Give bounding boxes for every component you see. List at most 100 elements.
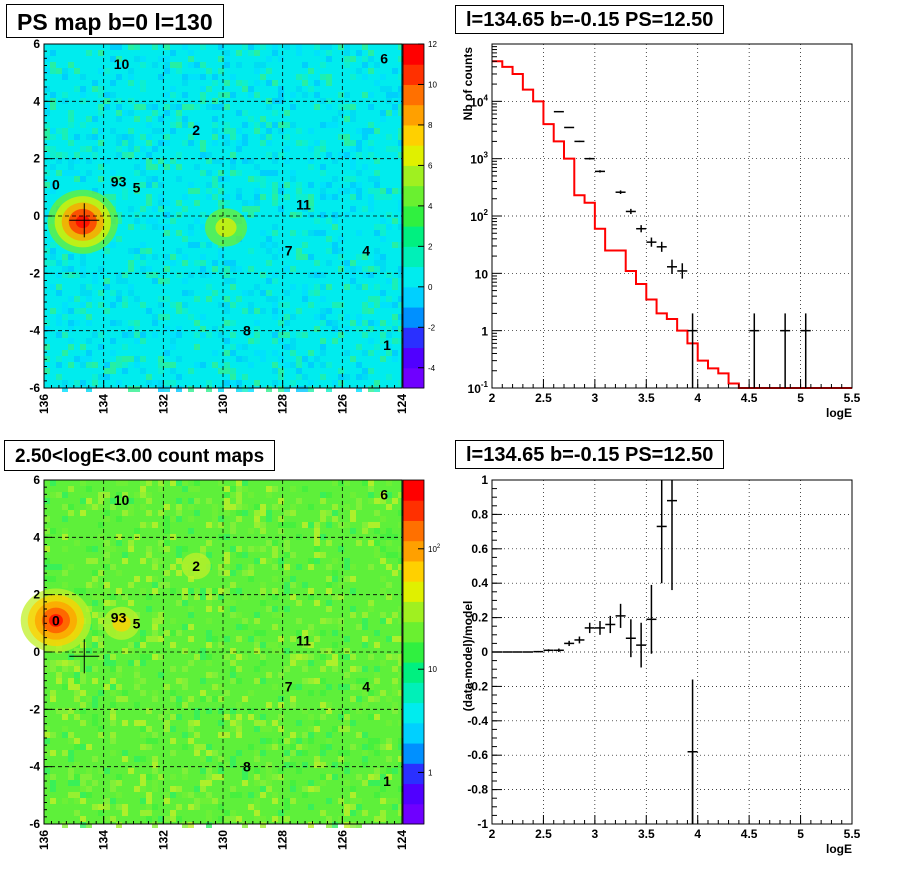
map-pixel xyxy=(104,284,110,290)
map-pixel xyxy=(374,540,380,546)
y-tick-label: 102 xyxy=(470,208,488,224)
map-pixel xyxy=(200,654,206,660)
map-pixel xyxy=(302,140,308,146)
map-pixel xyxy=(224,200,230,206)
map-pixel xyxy=(122,690,128,696)
map-pixel xyxy=(260,356,266,362)
map-pixel xyxy=(50,146,56,152)
map-pixel xyxy=(350,104,356,110)
map-pixel xyxy=(230,588,236,594)
map-pixel xyxy=(266,606,272,612)
map-pixel xyxy=(230,756,236,762)
colorbar-segment xyxy=(403,641,424,663)
source-label-4: 4 xyxy=(362,678,370,694)
residual-title: l=134.65 b=-0.15 PS=12.50 xyxy=(455,440,725,469)
map-pixel xyxy=(278,768,284,774)
map-pixel xyxy=(284,290,290,296)
map-pixel xyxy=(344,672,350,678)
map-pixel xyxy=(206,636,212,642)
colorbar-segment xyxy=(403,367,424,389)
map-pixel xyxy=(134,146,140,152)
map-pixel xyxy=(170,302,176,308)
map-pixel xyxy=(230,816,236,822)
map-pixel xyxy=(266,516,272,522)
map-pixel xyxy=(260,642,266,648)
map-pixel xyxy=(344,116,350,122)
map-pixel xyxy=(44,212,50,218)
map-pixel xyxy=(272,798,278,804)
map-pixel xyxy=(224,816,230,822)
map-pixel xyxy=(266,744,272,750)
map-pixel xyxy=(272,642,278,648)
map-pixel xyxy=(350,822,356,828)
map-pixel xyxy=(218,684,224,690)
map-pixel xyxy=(290,230,296,236)
map-pixel xyxy=(206,672,212,678)
map-pixel xyxy=(392,350,398,356)
map-pixel xyxy=(314,552,320,558)
map-pixel xyxy=(188,624,194,630)
map-pixel xyxy=(380,230,386,236)
map-pixel xyxy=(182,546,188,552)
map-pixel xyxy=(80,588,86,594)
map-pixel xyxy=(92,636,98,642)
map-pixel xyxy=(86,284,92,290)
map-pixel xyxy=(248,50,254,56)
map-pixel xyxy=(104,92,110,98)
map-pixel xyxy=(254,612,260,618)
map-pixel xyxy=(332,510,338,516)
map-pixel xyxy=(146,594,152,600)
map-pixel xyxy=(170,86,176,92)
map-pixel xyxy=(236,492,242,498)
map-pixel xyxy=(326,600,332,606)
map-pixel xyxy=(116,290,122,296)
map-pixel xyxy=(206,606,212,612)
map-pixel xyxy=(374,320,380,326)
source-label-1: 1 xyxy=(383,773,391,789)
map-pixel xyxy=(110,750,116,756)
map-pixel xyxy=(290,762,296,768)
map-pixel xyxy=(206,296,212,302)
map-pixel xyxy=(158,74,164,80)
map-pixel xyxy=(80,74,86,80)
map-pixel xyxy=(146,158,152,164)
map-pixel xyxy=(92,128,98,134)
map-pixel xyxy=(242,110,248,116)
map-pixel xyxy=(194,200,200,206)
map-pixel xyxy=(302,678,308,684)
map-pixel xyxy=(224,62,230,68)
map-pixel xyxy=(236,146,242,152)
map-pixel xyxy=(272,546,278,552)
map-pixel xyxy=(140,242,146,248)
map-pixel xyxy=(350,492,356,498)
x-tick-label: 2 xyxy=(489,827,496,841)
map-pixel xyxy=(338,188,344,194)
map-pixel xyxy=(92,600,98,606)
map-pixel xyxy=(308,128,314,134)
map-pixel xyxy=(302,642,308,648)
y-axis-label: (data-model)/model xyxy=(461,601,475,712)
map-pixel xyxy=(302,242,308,248)
map-pixel xyxy=(308,564,314,570)
map-pixel xyxy=(80,816,86,822)
map-pixel xyxy=(272,792,278,798)
map-pixel xyxy=(368,68,374,74)
map-pixel xyxy=(194,588,200,594)
map-pixel xyxy=(254,92,260,98)
map-pixel xyxy=(176,480,182,486)
map-pixel xyxy=(86,302,92,308)
map-pixel xyxy=(122,510,128,516)
map-pixel xyxy=(290,486,296,492)
map-pixel xyxy=(212,798,218,804)
map-pixel xyxy=(116,146,122,152)
map-pixel xyxy=(302,630,308,636)
map-pixel xyxy=(116,380,122,386)
map-pixel xyxy=(134,212,140,218)
map-pixel xyxy=(146,810,152,816)
map-pixel xyxy=(350,56,356,62)
map-pixel xyxy=(386,326,392,332)
map-pixel xyxy=(332,594,338,600)
map-pixel xyxy=(332,176,338,182)
map-pixel xyxy=(134,666,140,672)
map-pixel xyxy=(182,732,188,738)
